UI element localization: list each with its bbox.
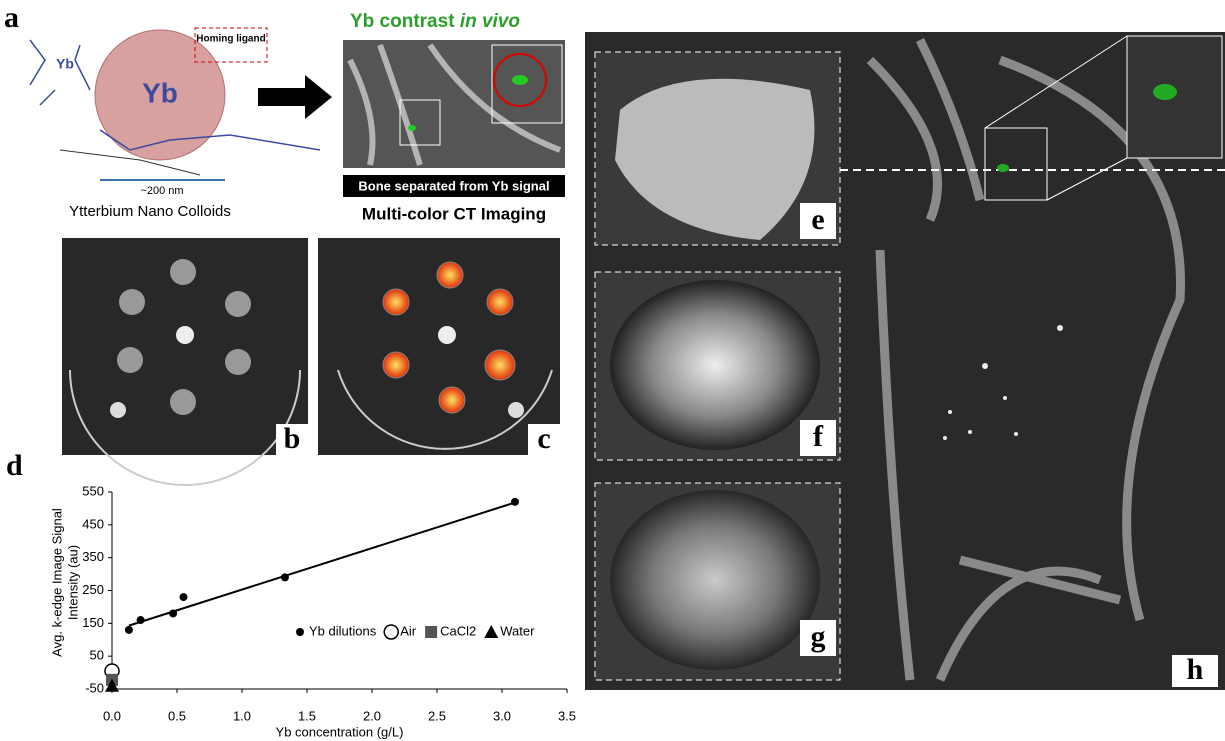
yb-map — [610, 490, 820, 670]
x-tick-label: 3.0 — [493, 708, 511, 723]
data-point — [180, 593, 188, 601]
yb-signal — [1153, 84, 1177, 100]
ligand-label: Yb — [56, 56, 74, 72]
k-edge-map — [610, 280, 820, 450]
legend-marker — [484, 625, 498, 638]
trend-line — [129, 503, 515, 626]
yb-signal — [997, 164, 1009, 172]
y-tick-label: 550 — [82, 483, 104, 498]
x-tick-label: 3.5 — [558, 708, 576, 723]
homing-ligand: Homing ligand — [196, 34, 265, 45]
legend-label: Water — [500, 623, 535, 638]
y-tick-label: 450 — [82, 516, 104, 531]
panel-label: h — [1187, 653, 1204, 686]
data-point — [137, 616, 145, 624]
legend-label: CaCl2 — [440, 623, 476, 638]
y-tick-label: 350 — [82, 549, 104, 564]
panel-label: d — [6, 449, 23, 482]
legend-label: Yb dilutions — [309, 623, 377, 638]
panel-label: e — [811, 203, 824, 236]
panel-label: a — [4, 1, 19, 34]
caption: Ytterbium Nano Colloids — [69, 203, 231, 220]
panel-label: f — [813, 420, 824, 453]
panel-label: c — [537, 422, 550, 455]
data-point — [511, 498, 519, 506]
legend-marker — [425, 626, 437, 638]
x-tick-label: 0.5 — [168, 708, 186, 723]
contrast-title-main: Yb contrast — [350, 11, 455, 32]
arrow — [258, 75, 332, 119]
chart-d: -50 50 150 250 350 450 550 0.0 0.5 1.0 1.5 2.0 2.5 3.… — [49, 483, 576, 739]
y-axis-label: Intensity (au) — [65, 545, 80, 620]
y-tick-label: 50 — [90, 648, 104, 663]
phantom-well — [438, 326, 456, 344]
phantom-well — [508, 402, 524, 418]
center-label: Yb — [142, 77, 178, 108]
legend-label: Air — [400, 623, 417, 638]
figure: a Yb Yb Homing ligand ~200 nm Ytterbium … — [0, 0, 1225, 741]
contrast-title-italic: in vivo — [460, 11, 520, 32]
yb-signal — [512, 75, 528, 85]
x-tick-label: 2.5 — [428, 708, 446, 723]
y-axis-label: Avg. k-edge Image Signal — [49, 508, 64, 657]
x-tick-label: 1.0 — [233, 708, 251, 723]
x-axis-label: Yb concentration (g/L) — [276, 724, 404, 739]
x-tick-label: 0.0 — [103, 708, 121, 723]
x-tick-label: 2.0 — [363, 708, 381, 723]
legend-marker — [384, 625, 398, 639]
contrast-title: Yb contrast in vivo — [350, 11, 520, 32]
data-point — [169, 609, 177, 617]
y-tick-label: 150 — [82, 615, 104, 630]
x-tick-label: 1.5 — [298, 708, 316, 723]
zoom-inset — [1127, 36, 1222, 158]
data-point — [281, 573, 289, 581]
panel-label: b — [284, 422, 301, 455]
panel-label: g — [811, 620, 826, 653]
bone-note: Bone separated from Yb signal — [358, 178, 549, 193]
size-label: ~200 nm — [140, 185, 183, 197]
imaging-title: Multi-color CT Imaging — [362, 204, 546, 223]
data-point — [125, 626, 133, 634]
y-tick-label: -50 — [85, 680, 104, 695]
legend-marker — [296, 628, 304, 636]
yb-signal — [408, 125, 416, 131]
y-tick-label: 250 — [82, 582, 104, 597]
